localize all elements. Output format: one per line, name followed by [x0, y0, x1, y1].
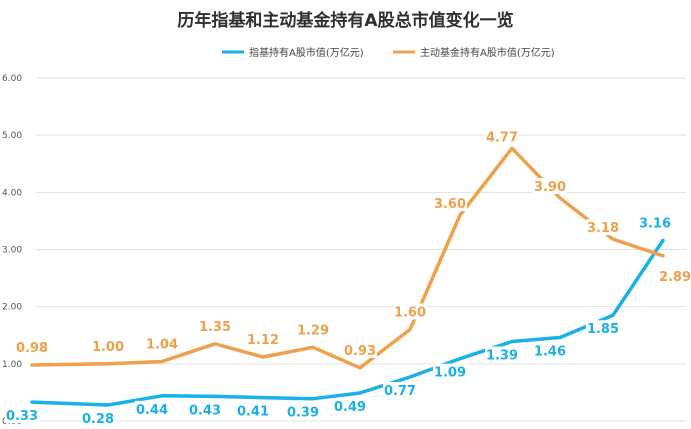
data-label-bg — [393, 303, 427, 320]
data-label: 1.12 — [247, 333, 279, 348]
data-label-bg — [198, 317, 232, 334]
y-tick-label: 5.00 — [2, 131, 22, 141]
data-label: 1.09 — [434, 366, 466, 381]
data-label-bg — [91, 337, 125, 354]
data-label: 1.35 — [199, 320, 231, 335]
data-label-bg — [236, 402, 270, 419]
y-tick-label: 2.00 — [2, 303, 22, 313]
data-label: 1.00 — [92, 340, 124, 355]
data-label-bg — [533, 342, 567, 359]
data-label-bg — [586, 219, 620, 236]
data-label-bg — [246, 330, 280, 347]
data-label-bg — [5, 407, 39, 424]
data-label-bg — [145, 335, 179, 352]
data-label: 1.04 — [146, 338, 178, 353]
data-label: 1.85 — [587, 322, 619, 337]
series-lines — [30, 146, 665, 407]
data-label: 0.49 — [334, 400, 366, 415]
data-label-bg — [586, 320, 620, 337]
data-label-bg — [485, 128, 519, 145]
data-label: 3.18 — [587, 221, 619, 236]
legend-label: 指基持有A股市值(万亿元) — [249, 46, 364, 59]
data-label-bg — [81, 409, 115, 426]
data-label-bg — [485, 346, 519, 363]
data-label-bg — [658, 267, 691, 284]
data-labels: 0.33 0.28 0.44 0.43 0.41 0.39 0.49 0.77 1.09 1.39… — [5, 128, 691, 427]
data-label: 1.60 — [394, 306, 426, 321]
data-label: 3.60 — [434, 197, 466, 212]
legend: 指基持有A股市值(万亿元) 主动基金持有A股市值(万亿元) — [222, 46, 555, 59]
data-label-bg — [286, 403, 320, 420]
data-label-bg — [343, 341, 377, 358]
data-label-bg — [135, 400, 169, 417]
data-label: 1.29 — [297, 323, 329, 338]
data-label: 0.44 — [136, 403, 168, 418]
data-label: 1.46 — [534, 345, 566, 360]
data-label-bg — [333, 397, 367, 414]
data-label: 0.33 — [6, 409, 38, 424]
y-axis-ticks: 0.001.002.003.004.005.006.00 — [2, 74, 22, 427]
data-label-bg — [15, 338, 49, 355]
data-label-bg — [296, 321, 330, 338]
y-tick-label: 1.00 — [2, 360, 22, 370]
data-label: 0.41 — [237, 405, 269, 420]
gridlines — [36, 77, 686, 422]
y-tick-label: 6.00 — [2, 74, 22, 84]
data-label-bg — [188, 401, 222, 418]
data-label-bg — [433, 363, 467, 380]
series-line-index — [30, 238, 665, 407]
data-label: 1.39 — [486, 349, 518, 364]
data-label-bg — [383, 381, 417, 398]
data-label-bg — [638, 214, 672, 231]
y-tick-label: 3.00 — [2, 246, 22, 256]
data-label: 2.89 — [659, 270, 691, 285]
data-label: 0.43 — [189, 403, 221, 418]
data-label: 0.77 — [384, 384, 416, 399]
data-label: 0.39 — [287, 406, 319, 421]
data-label: 3.90 — [534, 180, 566, 195]
data-label: 0.98 — [16, 341, 48, 356]
data-label: 4.77 — [486, 130, 518, 145]
data-label: 0.28 — [82, 412, 114, 427]
data-label: 3.16 — [639, 216, 671, 231]
data-label-bg — [533, 178, 567, 195]
series-line-active — [30, 146, 665, 370]
data-label: 0.93 — [344, 344, 376, 359]
chart-title: 历年指基和主动基金持有A股总市值变化一览 — [177, 11, 514, 31]
data-label-bg — [433, 195, 467, 212]
legend-label: 主动基金持有A股市值(万亿元) — [420, 46, 555, 59]
y-tick-label: 4.00 — [2, 188, 22, 198]
